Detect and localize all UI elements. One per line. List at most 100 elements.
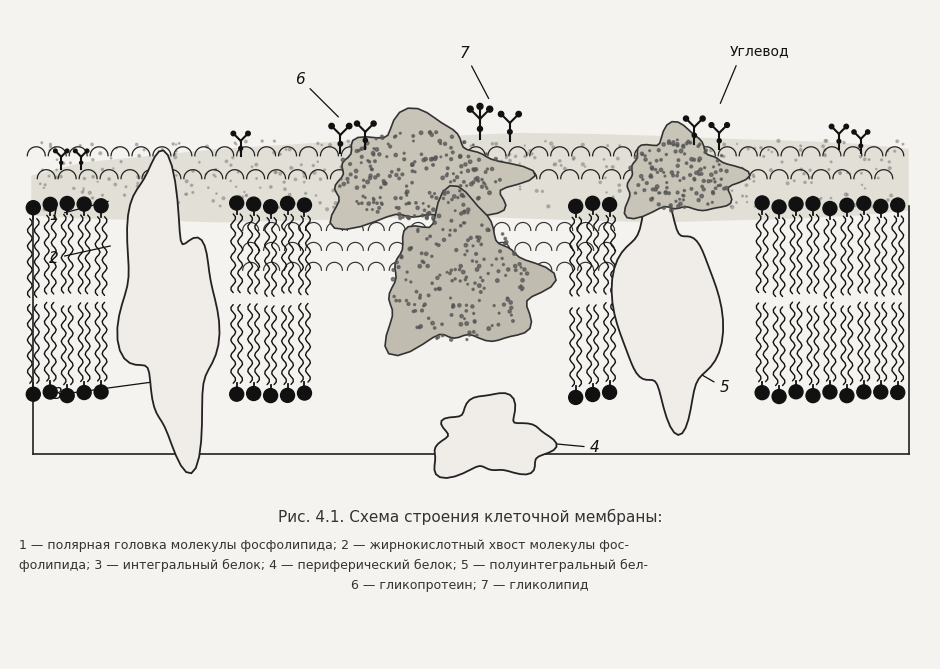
Circle shape [697,160,700,162]
Circle shape [371,121,376,126]
Circle shape [810,177,811,178]
Circle shape [376,202,378,204]
Circle shape [582,163,585,166]
Circle shape [59,175,62,178]
Circle shape [465,304,467,306]
Circle shape [618,184,620,187]
Circle shape [679,173,681,174]
Circle shape [514,269,517,272]
Circle shape [360,149,362,151]
Circle shape [688,179,691,181]
Circle shape [483,287,485,289]
Circle shape [246,197,260,211]
Circle shape [159,158,161,160]
Circle shape [431,208,435,211]
Circle shape [413,140,415,142]
Circle shape [789,201,791,203]
Circle shape [369,165,371,167]
Circle shape [450,269,452,272]
Circle shape [693,177,696,180]
Circle shape [176,144,177,145]
Circle shape [73,149,77,153]
Circle shape [398,193,400,194]
Circle shape [755,196,769,210]
Circle shape [144,194,147,197]
Circle shape [432,219,434,221]
Circle shape [40,142,42,144]
Circle shape [509,159,511,162]
Circle shape [446,272,447,273]
Circle shape [412,134,415,137]
Circle shape [478,264,481,268]
Circle shape [363,154,366,157]
Circle shape [263,200,277,213]
Circle shape [690,187,693,190]
Circle shape [407,217,411,219]
Circle shape [677,139,678,140]
Circle shape [713,166,714,168]
Circle shape [398,153,400,155]
Circle shape [505,274,507,276]
Circle shape [650,175,652,178]
Circle shape [579,199,581,201]
Circle shape [373,199,375,201]
Circle shape [366,180,369,184]
Circle shape [492,165,494,167]
Circle shape [442,334,444,337]
Circle shape [697,199,700,201]
Circle shape [682,195,685,197]
Circle shape [642,207,643,209]
Circle shape [452,305,455,308]
Circle shape [672,140,675,143]
Circle shape [373,160,376,163]
Circle shape [822,385,837,399]
Circle shape [497,270,500,273]
Circle shape [486,154,487,155]
Circle shape [85,205,87,207]
Circle shape [468,160,472,163]
Circle shape [238,195,241,197]
Circle shape [459,155,462,159]
Polygon shape [612,181,723,435]
Circle shape [753,177,755,178]
Text: Рис. 4.1. Схема строения клеточной мембраны:: Рис. 4.1. Схема строения клеточной мембр… [277,509,663,525]
Circle shape [789,197,803,211]
Circle shape [822,201,837,215]
Circle shape [894,151,896,152]
Circle shape [452,173,454,175]
Circle shape [408,197,409,198]
Circle shape [644,155,646,157]
Circle shape [394,153,398,157]
Circle shape [619,145,620,147]
Circle shape [446,154,447,156]
Circle shape [371,209,373,210]
Circle shape [714,200,715,201]
Circle shape [426,264,430,268]
Circle shape [512,252,516,256]
Circle shape [896,140,899,142]
Circle shape [667,192,670,195]
Circle shape [524,155,526,157]
Circle shape [446,173,448,175]
Circle shape [714,171,717,173]
Circle shape [169,178,171,180]
Circle shape [43,208,46,211]
Circle shape [700,194,703,198]
Circle shape [432,203,433,204]
Circle shape [335,201,337,205]
Circle shape [346,191,348,193]
Circle shape [449,147,452,149]
Circle shape [683,116,689,121]
Circle shape [704,167,706,169]
Circle shape [612,196,614,198]
Circle shape [350,145,351,146]
Circle shape [701,160,704,163]
Circle shape [440,142,442,145]
Circle shape [864,158,866,161]
Circle shape [99,152,102,155]
Circle shape [612,166,614,168]
Circle shape [478,236,481,240]
Circle shape [395,173,398,177]
Circle shape [415,171,416,173]
Circle shape [678,169,681,171]
